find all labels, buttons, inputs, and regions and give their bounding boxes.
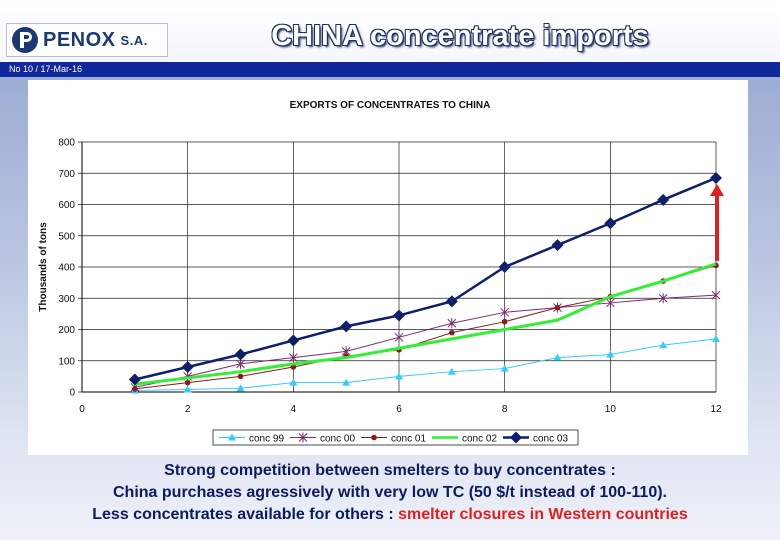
data-point-conc-99 <box>183 385 192 393</box>
penox-logo-icon <box>12 27 38 53</box>
y-tick-label: 400 <box>58 263 75 274</box>
legend-label-conc-01: conc 01 <box>391 434 426 445</box>
legend-item-conc-03: conc 03 <box>503 431 568 445</box>
data-point-conc-00 <box>605 297 615 308</box>
data-point-conc-03 <box>710 171 722 184</box>
data-point-conc-00 <box>236 358 245 369</box>
y-tick-label: 600 <box>58 200 75 211</box>
legend-marker-conc-01 <box>371 434 377 441</box>
footer-line-3-prefix: Less concentrates available for others : <box>92 506 399 523</box>
data-point-conc-99 <box>606 350 615 358</box>
data-point-conc-99 <box>712 334 720 342</box>
footer-line-3-highlight: smelter closures in Western countries <box>398 506 688 523</box>
slide-subtitle: No 10 / 17-Mar-16 <box>9 64 83 74</box>
legend-label-conc-02: conc 02 <box>462 434 497 445</box>
x-tick-label: 12 <box>710 404 722 415</box>
footer-line-1: Strong competition between smelters to b… <box>164 462 616 479</box>
data-point-conc-00 <box>658 293 668 304</box>
data-point-conc-03 <box>340 320 353 333</box>
x-tick-label: 4 <box>291 404 297 415</box>
y-tick-label: 800 <box>58 138 75 149</box>
data-point-conc-99 <box>289 378 298 386</box>
legend-item-conc-01: conc 01 <box>361 434 426 445</box>
data-point-conc-03 <box>657 193 670 206</box>
data-point-conc-00 <box>447 318 457 329</box>
data-point-conc-01 <box>554 304 561 311</box>
footer-line-2: China purchases agressively with very lo… <box>113 484 667 501</box>
data-point-conc-03 <box>287 334 300 347</box>
data-point-conc-01 <box>501 318 508 325</box>
data-point-conc-99 <box>395 372 403 380</box>
data-point-conc-03 <box>604 217 617 230</box>
data-point-conc-99 <box>500 364 509 372</box>
data-point-conc-99 <box>553 353 562 361</box>
data-point-conc-01 <box>132 386 138 392</box>
chart-background <box>28 80 748 455</box>
series-line-conc-00 <box>134 294 717 388</box>
data-point-conc-03 <box>181 361 194 373</box>
annotation-arrow <box>710 183 724 261</box>
y-tick-label: 100 <box>58 356 75 367</box>
x-tick-label: 2 <box>185 404 191 415</box>
series-line-conc-03 <box>134 176 717 381</box>
footer-line-3: Less concentrates available for others :… <box>0 504 780 526</box>
legend-label-conc-00: conc 00 <box>320 434 355 445</box>
data-point-conc-03 <box>393 309 405 322</box>
logo-name: PENOX <box>43 28 116 51</box>
data-point-conc-03 <box>234 348 247 361</box>
data-point-conc-99 <box>236 384 245 392</box>
data-point-conc-03 <box>445 295 458 308</box>
data-point-conc-01 <box>184 379 191 386</box>
legend-item-conc-02: conc 02 <box>432 434 497 445</box>
series-conc-00 <box>130 290 721 393</box>
penox-logo: PENOX S.A. <box>6 23 168 57</box>
chart-legend: conc 99 conc 00 conc 01 conc 02 conc 03 <box>212 429 579 446</box>
data-point-conc-99 <box>342 378 351 386</box>
legend-item-conc-99: conc 99 <box>219 433 284 445</box>
y-tick-label: 700 <box>58 169 75 180</box>
series-line-conc-02 <box>134 262 717 386</box>
series-line-conc-99 <box>134 338 717 391</box>
data-point-conc-99 <box>659 341 668 349</box>
legend-marker-conc-03 <box>510 431 522 444</box>
data-point-conc-03 <box>128 373 141 386</box>
x-tick-label: 10 <box>605 404 617 415</box>
chart-tick-labels: 0 100 200 300 400 500 600 700 800 0 2 4 6 8 10 12 <box>58 138 722 416</box>
y-tick-label: 0 <box>69 388 75 399</box>
legend-label-conc-99: conc 99 <box>249 434 284 445</box>
slide-title: CHINA concentrate imports <box>271 20 649 52</box>
legend-marker-conc-99 <box>228 433 236 441</box>
data-point-conc-00 <box>711 290 721 301</box>
y-axis-label: Thousands of tons <box>38 222 49 312</box>
y-tick-label: 500 <box>58 231 75 242</box>
data-point-conc-03 <box>551 239 564 252</box>
y-tick-label: 300 <box>58 294 75 305</box>
x-tick-label: 8 <box>502 404 508 415</box>
y-tick-label: 200 <box>58 325 75 336</box>
data-point-conc-00 <box>500 307 510 318</box>
line-chart: EXPORTS OF CONCENTRATES TO CHINA Thousan… <box>28 80 748 455</box>
x-tick-label: 6 <box>396 404 402 415</box>
series-conc-03 <box>128 171 722 386</box>
title-underline-band <box>0 62 780 77</box>
data-point-conc-03 <box>498 261 511 273</box>
chart-series <box>128 171 722 394</box>
data-point-conc-99 <box>447 367 456 375</box>
x-tick-label: 0 <box>79 404 85 415</box>
legend-box <box>212 429 579 446</box>
data-point-conc-01 <box>290 364 297 370</box>
legend-marker-conc-00 <box>298 432 308 443</box>
data-point-conc-00 <box>288 352 298 363</box>
annotation-arrow-head <box>710 183 724 196</box>
logo-suffix: S.A. <box>120 32 148 48</box>
legend-label-conc-03: conc 03 <box>533 434 568 445</box>
chart-title: EXPORTS OF CONCENTRATES TO CHINA <box>290 100 491 111</box>
series-conc-02 <box>134 262 717 386</box>
data-point-conc-01 <box>237 373 244 380</box>
header-bar: PENOX S.A. CHINA concentrate imports <box>0 0 780 62</box>
data-point-conc-01 <box>449 329 455 336</box>
footer-text: Strong competition between smelters to b… <box>0 460 780 526</box>
data-point-conc-00 <box>394 332 404 343</box>
legend-item-conc-00: conc 00 <box>290 432 355 445</box>
